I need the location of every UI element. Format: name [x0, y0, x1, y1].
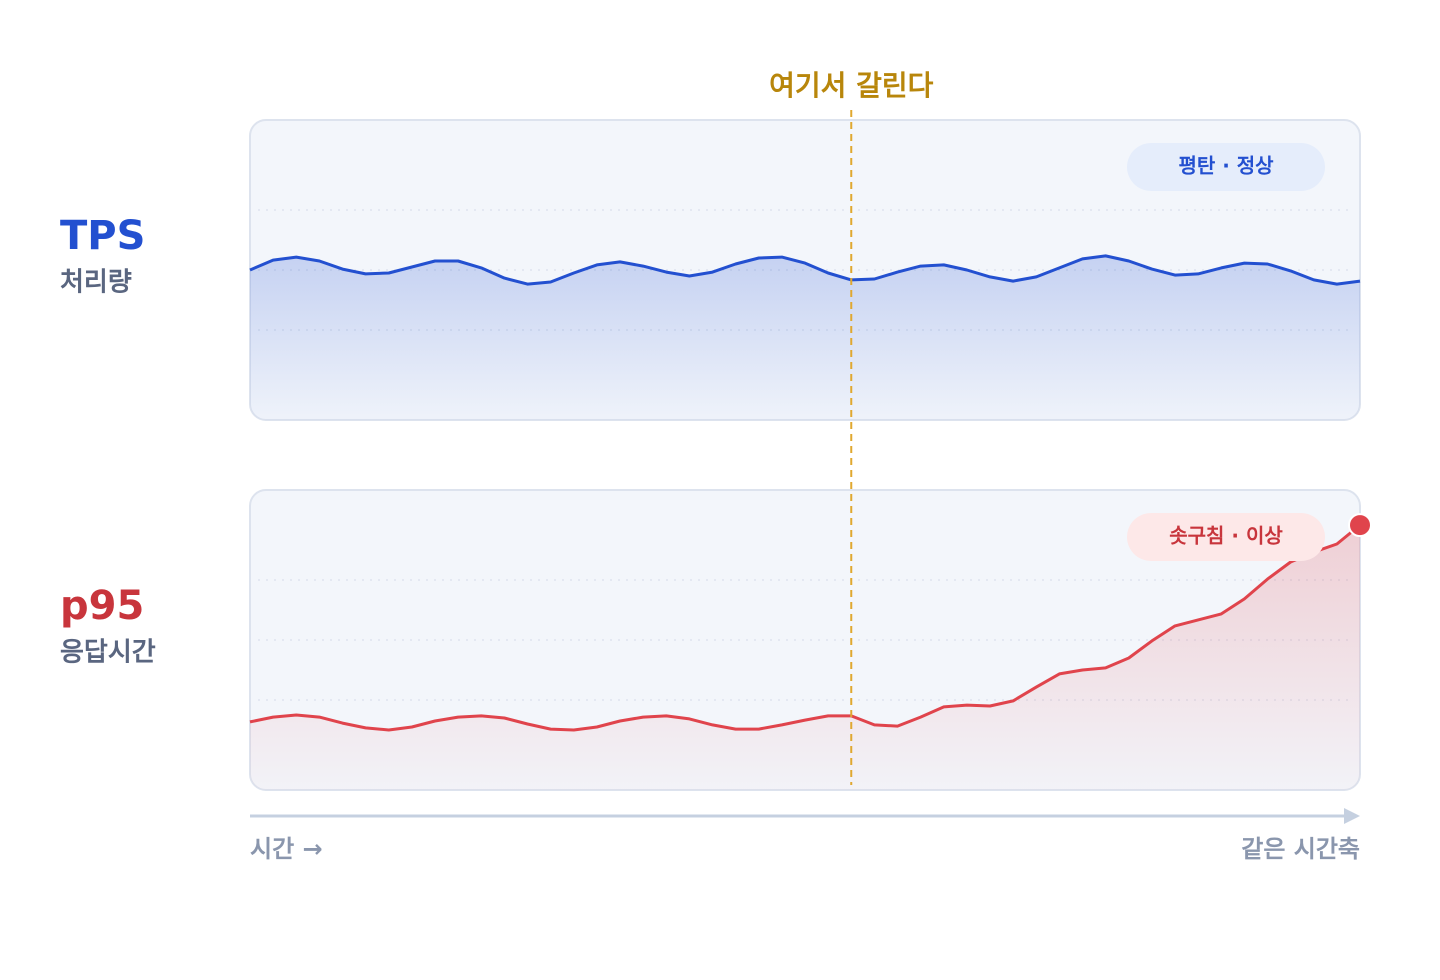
line	[249, 523, 1361, 732]
x-label: 시간 →	[250, 835, 323, 863]
badge	[1127, 143, 1325, 191]
line	[249, 254, 1361, 286]
chart-title: TPS	[60, 213, 145, 259]
end-point	[1348, 513, 1372, 538]
badge	[1127, 513, 1325, 561]
annotation: 여기서 갈린다	[769, 69, 934, 102]
chart-title: p95	[60, 583, 144, 629]
time-axis-arrow	[1344, 808, 1360, 824]
x-note: 같은 시간축	[1241, 835, 1360, 863]
chart-subtitle: 처리량	[60, 268, 132, 298]
area	[250, 525, 1360, 790]
area	[250, 255, 1360, 420]
badge-label: 솟구침 · 이상	[1169, 524, 1283, 548]
badge-label: 평탄 · 정상	[1178, 154, 1274, 178]
chart-subtitle: 응답시간	[60, 638, 156, 668]
